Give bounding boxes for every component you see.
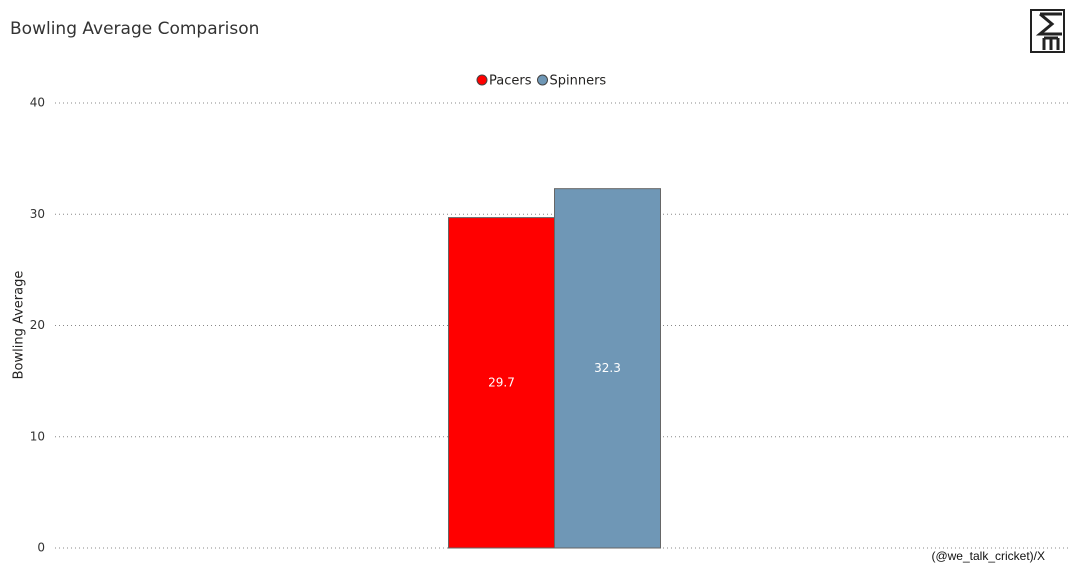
bar [448,217,555,549]
legend-swatch [537,74,548,86]
value-label: 29.7 [488,375,515,389]
legend-label: Spinners [550,74,607,89]
legend-label: Pacers [489,74,532,89]
y-tick-label: 30 [30,207,45,221]
y-tick-label: 10 [30,429,45,443]
bar [554,188,661,549]
logo-frame [1030,9,1065,53]
y-tick-label: 0 [37,541,45,555]
value-label: 32.3 [594,361,621,375]
y-axis-title: Bowling Average [12,271,27,380]
y-tick-label: 20 [30,318,45,332]
chart-title: Bowling Average Comparison [10,19,259,39]
logo-mark [1035,12,1062,50]
y-tick-label: 40 [30,96,45,110]
annotation: (@we_talk_cricket)/X [931,549,1045,563]
logo [1030,9,1065,53]
legend-swatch [476,74,488,86]
